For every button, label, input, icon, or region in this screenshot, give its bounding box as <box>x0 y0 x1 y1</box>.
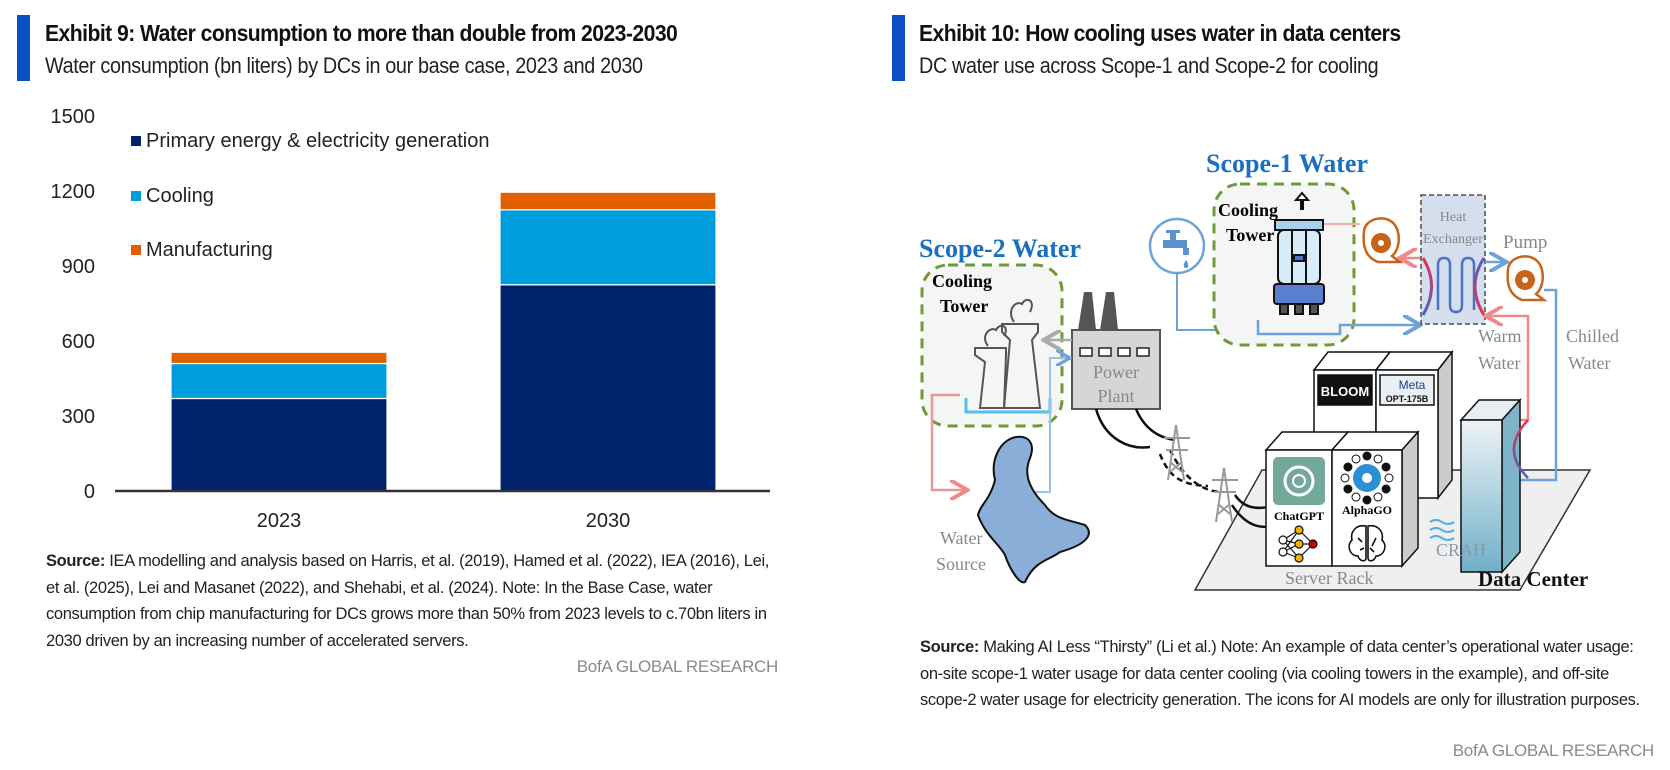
chatgpt-logo-icon <box>1273 457 1325 505</box>
scope-2-dashed-box <box>920 263 1064 428</box>
pump-icon <box>1506 255 1548 302</box>
crah-unit-icon <box>1459 398 1522 574</box>
brain-icon <box>1348 524 1386 562</box>
go-stone-icon <box>1384 473 1394 483</box>
stacked-bar-chart: 0 300 600 900 1200 1500 2023 2030 Primary ener… <box>51 106 770 532</box>
exhibit-title: Exhibit 9: Water consumption to more tha… <box>45 20 678 46</box>
exhibit-9-panel: Exhibit 9: Water consumption to more tha… <box>0 0 820 770</box>
scope-1-label: Scope-1 Water <box>1206 149 1368 178</box>
scope-2-cooling-label: Cooling <box>932 271 992 291</box>
go-stone-icon <box>1373 454 1383 464</box>
x-tick-label: 2023 <box>257 510 302 532</box>
go-stone-icon <box>1340 473 1350 483</box>
hx-inlet-curve <box>1421 257 1433 316</box>
airflow-icon <box>1429 519 1455 541</box>
heat-exchanger-label-1: Heat <box>1440 210 1467 225</box>
x-tick-label: 2030 <box>586 510 631 532</box>
pylon-icon <box>1164 424 1238 523</box>
server-rack-back <box>1312 349 1454 501</box>
go-stone-icon <box>1351 454 1361 464</box>
chatgpt-label: ChatGPT <box>1274 509 1324 523</box>
alphago-logo-icon <box>1340 451 1394 505</box>
source-label: Source: <box>920 638 979 656</box>
legend-swatch <box>131 136 141 146</box>
legend-swatch <box>131 245 141 255</box>
y-tick-label: 300 <box>62 406 95 428</box>
pump-label: Pump <box>1503 232 1547 253</box>
exhibit-subtitle: Water consumption (bn liters) by DCs in … <box>45 53 643 78</box>
chilled-water-pipe <box>1510 288 1558 482</box>
brand-footer: BofA GLOBAL RESEARCH <box>1452 741 1655 760</box>
source-text: IEA modelling and analysis based on Harr… <box>46 552 769 650</box>
legend-label: Primary energy & electricity generation <box>146 130 489 152</box>
go-stone-icon <box>1381 462 1391 472</box>
scope-2-label: Scope-2 Water <box>919 234 1081 263</box>
exhibit-accent-bar <box>17 15 30 81</box>
go-stone-icon <box>1351 492 1361 502</box>
y-tick-label: 600 <box>62 331 95 353</box>
data-center-label: Data Center <box>1478 567 1588 591</box>
warm-water-label-1: Warm <box>1478 326 1522 346</box>
brand-footer: BofA GLOBAL RESEARCH <box>576 657 779 676</box>
source-label: Source: <box>46 552 105 570</box>
go-stone-icon <box>1381 484 1391 494</box>
heat-exchanger-coil <box>1436 256 1476 314</box>
hx-outlet-curve <box>1473 257 1486 316</box>
warm-water-pipe <box>1488 316 1530 422</box>
exhibit-accent-bar <box>892 15 905 81</box>
crah-coil <box>1512 419 1529 479</box>
go-stone-icon <box>1343 484 1353 494</box>
warm-water-label-2: Water <box>1478 353 1521 373</box>
go-stone-icon <box>1362 495 1372 505</box>
exhibit-10-panel: Exhibit 10: How cooling uses water in da… <box>875 0 1670 770</box>
exhibit-title: Exhibit 10: How cooling uses water in da… <box>919 20 1401 46</box>
y-tick-label: 1500 <box>51 106 96 128</box>
legend-label: Manufacturing <box>146 239 273 261</box>
alphago-label: AlphaGO <box>1342 503 1392 517</box>
bar-segment-manufacturing-2030 <box>499 191 717 211</box>
bloom-logo: BLOOM <box>1321 384 1369 399</box>
y-tick-label: 1200 <box>51 181 96 203</box>
bar-segment-cooling-2030 <box>499 209 717 286</box>
power-plant-label-1: Power <box>1093 362 1139 382</box>
fan-pump-icon <box>1362 217 1404 264</box>
water-to-plant-pipe <box>1049 358 1068 470</box>
exhibit-subtitle: DC water use across Scope-1 and Scope-2 … <box>919 53 1379 78</box>
server-rack-label: Server Rack <box>1285 568 1373 588</box>
water-usage-diagram: Scope-2 Water Cooling Tower Power Plant … <box>919 149 1619 591</box>
tower-basin-pipe <box>1256 320 1418 336</box>
neural-network-icon <box>1278 525 1318 563</box>
water-source-lake-icon <box>976 435 1090 584</box>
return-pipe <box>930 393 965 490</box>
source-text: Making AI Less “Thirsty” (Li et al.) Not… <box>920 638 1640 709</box>
meta-model-label: OPT-175B <box>1386 394 1429 404</box>
heat-exchanger-label-2: Exchanger <box>1423 232 1483 247</box>
bar-segment-manufacturing-2023 <box>170 351 388 365</box>
y-tick-label: 900 <box>62 256 95 278</box>
meta-logo: Meta <box>1399 378 1426 392</box>
bar-segment-primary-energy-electricity-generation-2023 <box>170 397 388 492</box>
source-note: Source: Making AI Less “Thirsty” (Li et … <box>920 634 1660 714</box>
legend-swatch <box>131 191 141 201</box>
water-source-label-1: Water <box>940 528 983 548</box>
y-tick-label: 0 <box>84 481 95 503</box>
scope-2-tower-label: Tower <box>940 296 988 316</box>
legend-label: Cooling <box>146 185 214 207</box>
crah-label: CRAH <box>1436 540 1486 560</box>
go-stone-icon <box>1362 451 1372 461</box>
scope-1-cooling-label: Cooling <box>1218 200 1278 220</box>
go-stone-icon <box>1373 492 1383 502</box>
chilled-water-label-1: Chilled <box>1566 326 1619 346</box>
source-note: Source: IEA modelling and analysis based… <box>46 548 786 654</box>
water-source-label-2: Source <box>936 554 986 574</box>
go-stone-icon <box>1343 462 1353 472</box>
power-lines <box>1094 408 1276 529</box>
power-plant-icon <box>1071 292 1161 410</box>
faucet-icon <box>1148 217 1206 275</box>
cooling-tower-icon <box>1273 191 1325 315</box>
scope-1-tower-label: Tower <box>1226 225 1274 245</box>
chilled-water-label-2: Water <box>1568 353 1611 373</box>
power-plant-label-2: Plant <box>1097 386 1134 406</box>
